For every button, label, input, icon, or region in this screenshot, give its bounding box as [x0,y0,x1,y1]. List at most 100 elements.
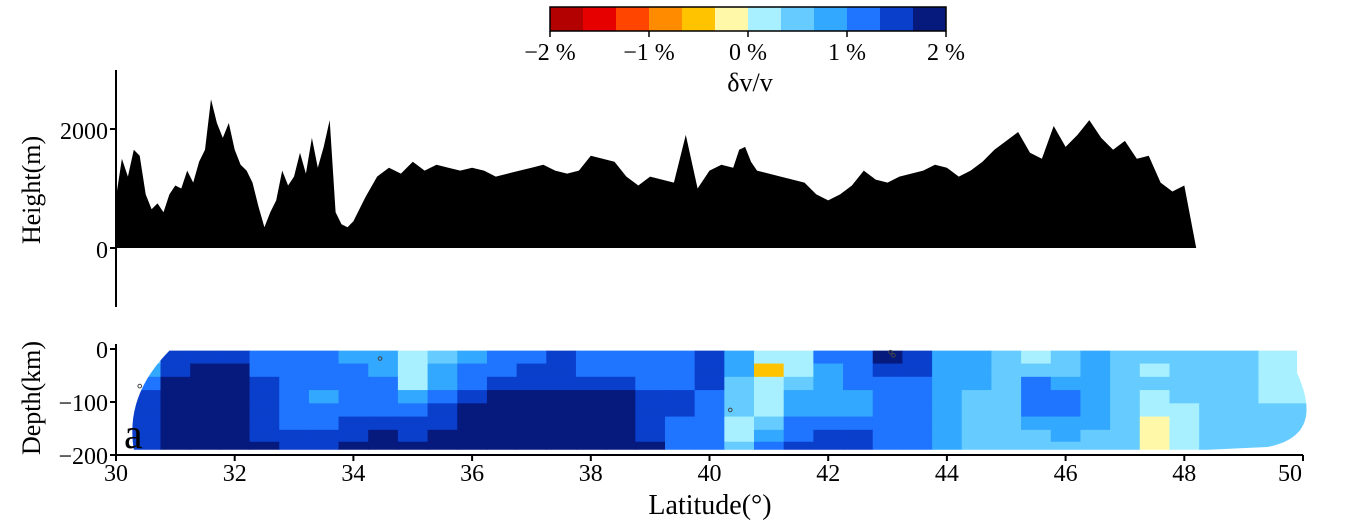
heatmap-cell [219,376,251,391]
heatmap-cell [694,403,725,418]
heatmap-cell [664,441,696,450]
heatmap-cell [635,363,666,378]
colorbar-label: δv/v [727,68,772,97]
heatmap-cell [843,350,874,365]
colorbar-cell [748,7,782,31]
xtick-label: 50 [1278,461,1302,487]
topography-panel: 0 2000 Height(m) [17,70,1303,307]
heatmap-cell [486,403,518,418]
heatmap-cell [1080,363,1111,378]
heatmap-cell [546,429,577,443]
heatmap-cell [308,429,340,443]
heatmap-cell [783,363,814,378]
heatmap-cell [338,390,369,404]
heatmap-cell [961,441,993,450]
heatmap-cell [1169,441,1200,450]
heatmap-cell [486,416,518,431]
heatmap-cell [132,390,162,404]
heatmap-cell [249,390,280,404]
heatmap-cell [1139,441,1171,450]
heatmap-cell [160,363,191,378]
topography-ytick-label: 0 [96,238,108,264]
heatmap-cell [427,376,458,391]
heatmap-cell [1050,403,1082,418]
heatmap-cell [368,416,399,431]
heatmap-cell [279,416,310,431]
heatmap-cell [635,390,666,404]
colorbar-tick-label: −2 % [524,40,576,66]
heatmap-cell [308,416,340,431]
heatmap-cell [1169,350,1200,365]
heatmap-cell [635,403,666,418]
heatmap-cell [457,403,488,418]
heatmap-cell [1050,350,1082,365]
heatmap-cell [1080,350,1111,365]
heatmap-cell [132,403,162,418]
station-marker [727,407,733,413]
heatmap-cell [1080,441,1111,450]
heatmap-cell [724,376,755,391]
xtick-label: 34 [341,461,365,487]
heatmap-cell [457,429,488,443]
heatmap-cell [754,441,785,450]
heatmap-cell [932,350,963,365]
heatmap-cell [132,416,162,431]
heatmap-cell [132,363,162,378]
heatmap-cell [1258,350,1307,365]
colorbar-cell [616,7,650,31]
heatmap-cell [902,429,933,443]
heatmap-cell [575,350,607,365]
heatmap-cell [635,441,666,450]
heatmap-cell [872,441,903,450]
heatmap-cell [1021,376,1052,391]
heatmap-cell [605,403,636,418]
heatmap-cell [397,441,429,450]
heatmap-cell [308,363,340,378]
heatmap-cell [457,416,488,431]
heatmap-cell [902,403,933,418]
heatmap-cell [605,429,636,443]
heatmap-cell [724,441,755,450]
heatmap-cell [1139,429,1171,443]
heatmap-cell [516,429,547,443]
heatmap-cell [190,390,221,404]
heatmap-cell [279,376,310,391]
heatmap-cell [486,390,518,404]
heatmap-cell [546,390,577,404]
heatmap-cell [1080,403,1111,418]
heatmap-cell [754,429,785,443]
heatmap-cell [132,350,162,365]
heatmap-cell [1050,441,1082,450]
heatmap-cell [427,390,458,404]
heatmap-cell [546,350,577,365]
heatmap-cell [694,416,725,431]
heatmap-cell [516,350,547,365]
heatmap-cell [249,376,280,391]
heatmap-cell [902,390,933,404]
heatmap-cell [160,403,191,418]
heatmap-cell [190,376,221,391]
heatmap-cell [1021,416,1052,431]
heatmap-cell [308,441,340,450]
heatmap-cell [932,441,963,450]
heatmap-cell [664,350,696,365]
heatmap-cell [961,363,993,378]
heatmap-cell [932,390,963,404]
heatmap-cell [1110,350,1141,365]
heatmap-cell [664,429,696,443]
heatmap-cell [1228,403,1260,418]
heatmap-cell [783,403,814,418]
heatmap-cell [932,429,963,443]
heatmap-cell [932,416,963,431]
heatmap-cell [1258,429,1307,443]
heatmap-cell [368,376,399,391]
heatmap-cell [961,390,993,404]
heatmap-cell [1050,363,1082,378]
heatmap-cell [664,403,696,418]
heatmap-cell [516,416,547,431]
heatmap-cell [279,403,310,418]
section-ytick-label: 0 [96,338,108,364]
colorbar-cell [814,7,848,31]
heatmap-cell [486,441,518,450]
heatmap-cell [516,403,547,418]
